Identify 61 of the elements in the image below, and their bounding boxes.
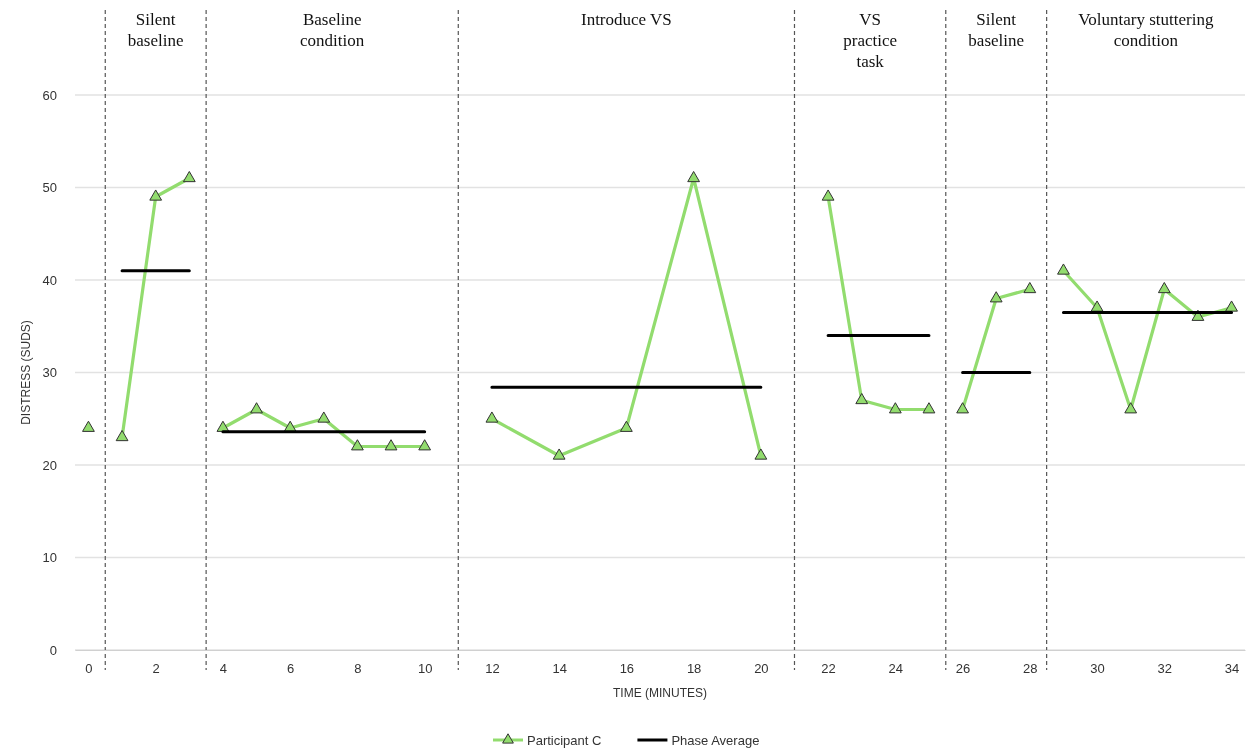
x-tick-label: 0 xyxy=(85,661,93,677)
x-tick-label: 18 xyxy=(686,661,702,677)
x-tick-label: 26 xyxy=(955,661,971,677)
y-tick-label: 30 xyxy=(42,365,57,381)
point xyxy=(552,448,566,460)
point xyxy=(1157,281,1171,294)
point xyxy=(351,439,364,451)
point xyxy=(855,392,869,405)
text: Baseline condition xyxy=(300,10,365,50)
x-tick-label: 34 xyxy=(1224,661,1240,677)
point xyxy=(989,291,1003,303)
x-tick-label: 8 xyxy=(354,661,362,677)
x-tick-label: 4 xyxy=(219,661,228,677)
point xyxy=(182,170,196,183)
y-tick-label: 50 xyxy=(42,180,57,196)
x-tick-label: 24 xyxy=(888,661,904,677)
point xyxy=(619,420,633,432)
x-tick-label: 2 xyxy=(152,661,160,677)
x-axis-title: TIME (MINUTES) xyxy=(613,686,707,700)
point xyxy=(317,411,331,423)
text: Voluntary stuttering condition xyxy=(1078,10,1214,50)
point xyxy=(149,189,163,201)
y-tick-label: 0 xyxy=(49,642,57,658)
point xyxy=(821,189,835,201)
x-tick-label: 10 xyxy=(417,661,433,677)
point xyxy=(384,439,398,451)
y-tick-label: 40 xyxy=(42,272,57,288)
y-tick-label: 20 xyxy=(42,457,57,473)
point xyxy=(250,402,263,414)
point xyxy=(1090,300,1104,312)
text: Introduce VS xyxy=(580,10,672,29)
point xyxy=(1023,281,1037,294)
point xyxy=(82,420,95,432)
x-tick-label: 22 xyxy=(821,661,836,677)
x-tick-label: 30 xyxy=(1090,661,1105,677)
point xyxy=(1124,402,1138,414)
y-tick-label: 60 xyxy=(42,87,57,103)
text: VS practice task xyxy=(843,10,898,71)
point xyxy=(888,402,902,414)
point xyxy=(1057,263,1070,275)
point xyxy=(956,402,969,414)
point xyxy=(485,411,499,423)
text: Silent baseline xyxy=(127,10,184,50)
y-axis-title: DISTRESS (SUDS) xyxy=(19,320,33,425)
point xyxy=(1225,300,1238,312)
point xyxy=(754,448,768,460)
point xyxy=(418,439,432,451)
x-tick-label: 32 xyxy=(1157,661,1173,677)
legend-label: Participant C xyxy=(527,733,602,748)
y-tick-label: 10 xyxy=(42,550,57,566)
x-tick-label: 6 xyxy=(287,661,295,677)
x-tick-label: 14 xyxy=(552,661,567,677)
text: Silent baseline xyxy=(968,10,1025,50)
legend-label: Phase Average xyxy=(671,733,760,748)
point xyxy=(922,402,936,414)
x-tick-label: 28 xyxy=(1023,661,1038,677)
point xyxy=(687,170,701,183)
x-tick-label: 20 xyxy=(754,661,769,677)
x-tick-label: 16 xyxy=(619,661,635,677)
x-tick-label: 12 xyxy=(485,661,500,677)
point xyxy=(115,429,129,442)
